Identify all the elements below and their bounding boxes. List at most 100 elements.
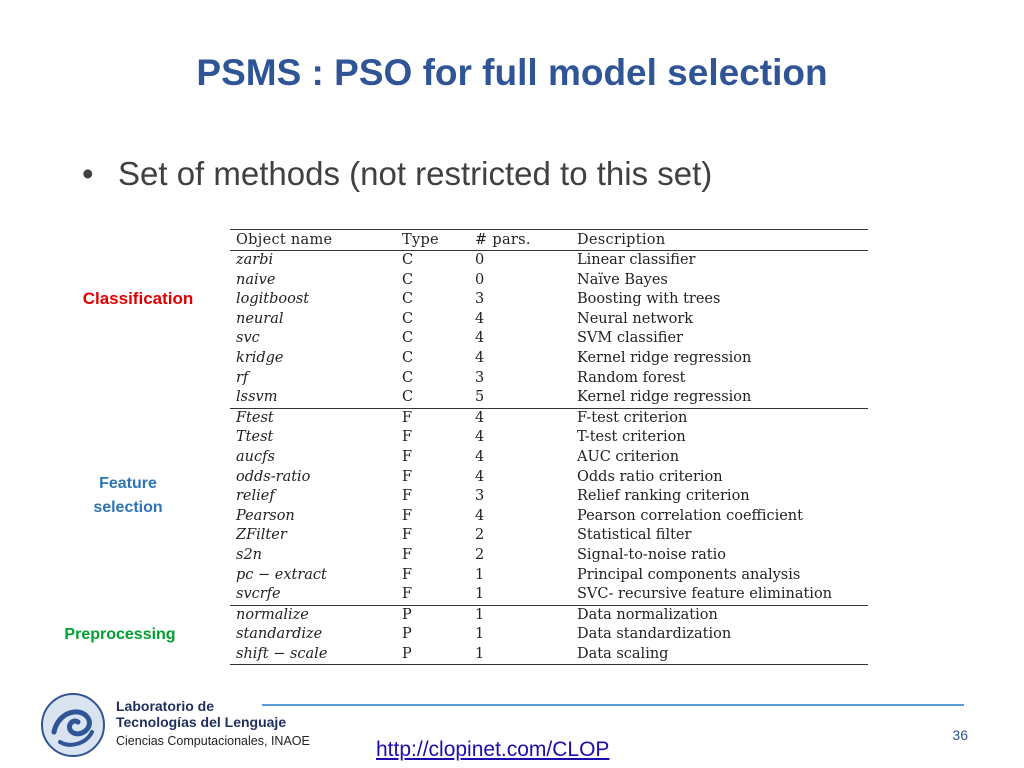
cell-description: T-test criterion — [577, 429, 686, 446]
cell-description: Statistical filter — [577, 527, 692, 544]
table-row: svcrfe F 1 SVC- recursive feature eliminati… — [230, 585, 868, 605]
cell-pars: 4 — [475, 349, 485, 366]
cell-description: Neural network — [577, 310, 694, 327]
cell-type: P — [396, 604, 469, 626]
cell-object-name: s2n — [236, 546, 263, 563]
cell-pars: 2 — [475, 527, 485, 544]
cell-type: F — [402, 468, 413, 485]
bullet-text: Set of methods (not restricted to this s… — [118, 155, 713, 192]
cell-pars: 4 — [469, 407, 571, 429]
cell-type: P — [396, 644, 469, 666]
cell-object-name: odds-ratio — [236, 468, 311, 485]
cell-type: F — [396, 407, 469, 429]
cell-description: Kernel ridge regression — [577, 349, 752, 366]
clop-link[interactable]: http://clopinet.com/CLOP — [376, 738, 610, 761]
cell-type: C — [402, 330, 414, 347]
cell-description: SVM classifier — [577, 330, 683, 347]
table-row: svc C 4 SVM classifier — [230, 329, 868, 349]
cell-description: SVC- recursive feature elimination — [577, 586, 833, 603]
header-type: Type — [396, 229, 469, 251]
cell-pars: 1 — [475, 566, 485, 583]
cell-object-name: Ttest — [236, 429, 274, 446]
cell-description: Principal components analysis — [577, 566, 801, 583]
bullet-item: • Set of methods (not restricted to this … — [82, 155, 712, 193]
cell-type: F — [402, 429, 413, 446]
cell-pars: 3 — [475, 291, 485, 308]
cell-object-name: Pearson — [236, 507, 295, 524]
cell-description: Data scaling — [571, 644, 868, 666]
cell-type: C — [402, 310, 414, 327]
cell-pars: 0 — [475, 252, 485, 268]
bullet-dot-icon: • — [82, 155, 94, 192]
cell-object-name: lssvm — [236, 389, 278, 406]
cell-pars: 1 — [469, 644, 571, 666]
header-description: Description — [571, 229, 868, 251]
table-row: odds-ratio F 4 Odds ratio criterion — [230, 468, 868, 488]
table-row: aucfs F 4 AUC criterion — [230, 448, 868, 468]
cell-pars: 1 — [469, 604, 571, 626]
cell-object-name: logitboost — [236, 291, 310, 308]
cell-object-name: pc − extract — [236, 566, 327, 583]
cell-pars: 4 — [475, 507, 485, 524]
cell-pars: 3 — [475, 488, 485, 505]
preprocessing-label: Preprocessing — [64, 626, 176, 643]
table-row: ZFilter F 2 Statistical filter — [230, 526, 868, 546]
table-row: zarbi C 0 Linear classifier — [230, 251, 868, 271]
feature-selection-label: Feature selection — [70, 472, 186, 520]
cell-object-name: naive — [236, 271, 276, 288]
cell-description: F-test criterion — [571, 407, 868, 429]
cell-pars: 0 — [475, 271, 485, 288]
cell-type: F — [402, 546, 413, 563]
table-row: Pearson F 4 Pearson correlation coefficient — [230, 507, 868, 527]
cell-object-name: shift − scale — [230, 644, 396, 666]
cell-object-name: standardize — [236, 626, 323, 643]
cell-description: Odds ratio criterion — [577, 468, 723, 485]
cell-object-name: relief — [236, 488, 275, 505]
cell-description: Relief ranking criterion — [577, 488, 750, 505]
table-header-row: Object name Type # pars. Description — [230, 229, 868, 251]
cell-pars: 4 — [475, 310, 485, 327]
table-row: rf C 3 Random forest — [230, 369, 868, 389]
cell-pars: 4 — [475, 448, 485, 465]
cell-description: Data normalization — [571, 604, 868, 626]
table-row: shift − scale P 1 Data scaling — [230, 644, 868, 666]
cell-pars: 5 — [475, 389, 485, 406]
cell-object-name: normalize — [230, 604, 396, 626]
cell-description: Linear classifier — [577, 252, 696, 268]
cell-object-name: Ftest — [230, 407, 396, 429]
cell-pars: 2 — [475, 546, 485, 563]
feature-label-line1: Feature — [99, 475, 157, 492]
cell-pars: 1 — [475, 626, 485, 643]
cell-description: Signal-to-noise ratio — [577, 546, 726, 563]
slide-title: PSMS : PSO for full model selection — [196, 52, 828, 93]
lab-name-line1: Laboratorio de — [116, 698, 215, 714]
lab-logo-icon — [41, 693, 105, 757]
lab-name-line2: Tecnologías del Lenguaje — [116, 714, 287, 730]
cell-pars: 3 — [475, 369, 485, 386]
cell-type: C — [402, 252, 414, 268]
cell-type: C — [402, 369, 414, 386]
cell-type: F — [402, 448, 413, 465]
header-object-name: Object name — [230, 229, 396, 251]
cell-type: F — [402, 527, 413, 544]
table-row: relief F 3 Relief ranking criterion — [230, 487, 868, 507]
cell-type: F — [402, 586, 413, 603]
cell-object-name: svcrfe — [236, 586, 281, 603]
cell-description: Random forest — [577, 369, 686, 386]
page-number: 36 — [952, 727, 968, 743]
cell-object-name: rf — [236, 369, 249, 386]
table-row: standardize P 1 Data standardization — [230, 625, 868, 645]
feature-label-line2: selection — [93, 499, 163, 516]
table-row: Ttest F 4 T-test criterion — [230, 428, 868, 448]
lab-name: Laboratorio de Tecnologías del Lenguaje — [116, 698, 286, 730]
cell-description: Pearson correlation coefficient — [577, 507, 803, 524]
cell-type: F — [402, 488, 413, 505]
cell-pars: 4 — [475, 468, 485, 485]
cell-object-name: kridge — [236, 349, 284, 366]
cell-pars: 4 — [475, 429, 485, 446]
table-row: neural C 4 Neural network — [230, 310, 868, 330]
cell-pars: 1 — [475, 586, 485, 603]
table-row: normalize P 1 Data normalization — [230, 604, 868, 626]
cell-object-name: svc — [236, 330, 260, 347]
cell-object-name: neural — [236, 310, 284, 327]
